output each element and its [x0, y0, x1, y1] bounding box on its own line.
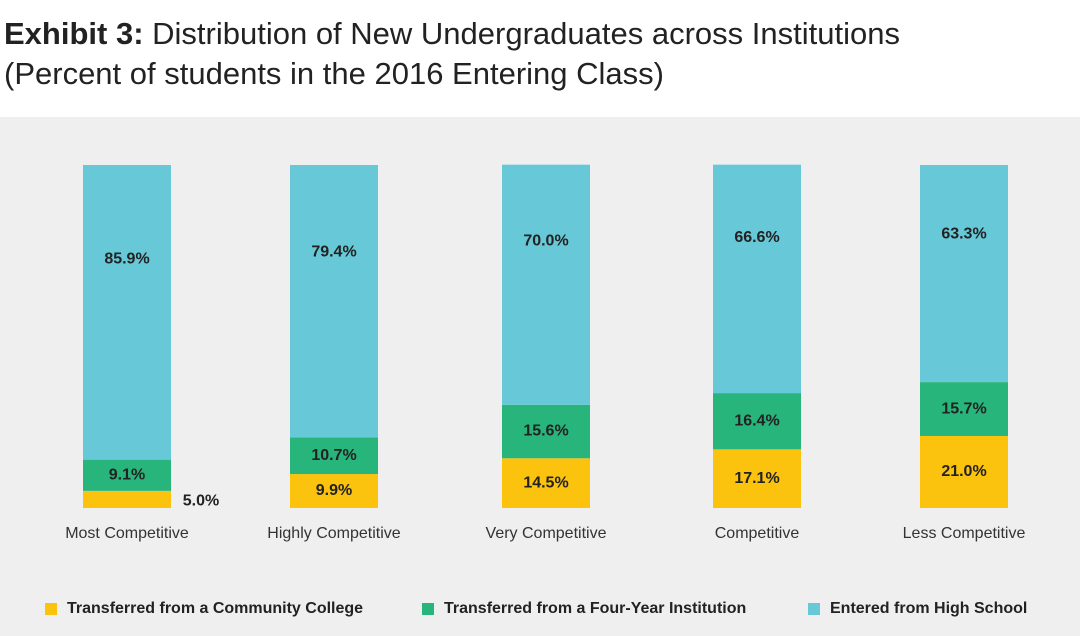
data-label-less-competitive-transferred-from-a-four-year-institution: 15.7%: [941, 400, 986, 417]
data-label-most-competitive-entered-from-high-school: 85.9%: [104, 251, 149, 268]
data-label-most-competitive-transferred-from-a-community-college: 5.0%: [183, 493, 219, 510]
bar-highly-competitive-transferred-from-a-four-year-institution: [290, 437, 378, 475]
data-label-highly-competitive-transferred-from-a-four-year-institution: 10.7%: [311, 447, 356, 464]
chart-title: Exhibit 3: Distribution of New Undergrad…: [4, 14, 1074, 94]
data-label-very-competitive-transferred-from-a-four-year-institution: 15.6%: [523, 423, 568, 440]
legend-label-community-college: Transferred from a Community College: [67, 600, 364, 617]
exhibit-label: Exhibit 3:: [4, 16, 144, 51]
data-label-competitive-entered-from-high-school: 66.6%: [734, 229, 779, 246]
title-line-1: Distribution of New Undergraduates acros…: [152, 16, 900, 51]
bar-highly-competitive-transferred-from-a-community-college: [290, 474, 378, 508]
chart-panel: 5.0% 9.1% 85.9% Most Competitive 9.9% 10.7% 79…: [0, 117, 1080, 636]
data-label-very-competitive-entered-from-high-school: 70.0%: [523, 233, 568, 250]
legend-swatch-high-school: [808, 603, 820, 615]
bar-less-competitive-entered-from-high-school: [920, 165, 1008, 383]
legend-item-high-school: Entered from High School: [808, 594, 1027, 624]
legend-label-high-school: Entered from High School: [830, 600, 1028, 617]
stacked-bar-chart: 5.0% 9.1% 85.9% Most Competitive 9.9% 10.7% 79…: [65, 164, 1026, 542]
category-label-competitive: Competitive: [715, 525, 800, 542]
data-label-less-competitive-entered-from-high-school: 63.3%: [941, 226, 986, 243]
bar-most-competitive-entered-from-high-school: [83, 165, 171, 460]
bar-less-competitive-transferred-from-a-community-college: [920, 435, 1008, 508]
data-label-competitive-transferred-from-a-community-college: 17.1%: [734, 470, 779, 487]
legend-swatch-four-year: [422, 603, 434, 615]
bar-less-competitive-transferred-from-a-four-year-institution: [920, 382, 1008, 436]
bar-most-competitive-transferred-from-a-four-year-institution: [83, 459, 171, 491]
bar-highly-competitive-entered-from-high-school: [290, 165, 378, 438]
bar-competitive-transferred-from-a-community-college: [713, 449, 801, 508]
data-label-highly-competitive-entered-from-high-school: 79.4%: [311, 243, 356, 260]
data-label-highly-competitive-transferred-from-a-community-college: 9.9%: [316, 482, 352, 499]
bar-competitive-transferred-from-a-four-year-institution: [713, 393, 801, 450]
legend-swatch-community-college: [45, 603, 57, 615]
title-line-2: (Percent of students in the 2016 Enterin…: [4, 56, 664, 91]
legend-label-four-year: Transferred from a Four-Year Institution: [444, 600, 747, 617]
data-label-less-competitive-transferred-from-a-community-college: 21.0%: [941, 463, 986, 480]
legend-item-community-college: Transferred from a Community College: [45, 594, 363, 624]
bar-competitive-entered-from-high-school: [713, 164, 801, 394]
bar-very-competitive-transferred-from-a-community-college: [502, 458, 590, 508]
bar-most-competitive-transferred-from-a-community-college: [83, 490, 171, 508]
data-label-competitive-transferred-from-a-four-year-institution: 16.4%: [734, 412, 779, 429]
legend-item-four-year: Transferred from a Four-Year Institution: [422, 594, 746, 624]
category-label-very-competitive: Very Competitive: [486, 525, 607, 542]
category-label-highly-competitive: Highly Competitive: [267, 525, 400, 542]
data-label-very-competitive-transferred-from-a-community-college: 14.5%: [523, 474, 568, 491]
category-label-most-competitive: Most Competitive: [65, 525, 189, 542]
legend: Transferred from a Community College Tra…: [0, 594, 1080, 624]
category-label-less-competitive: Less Competitive: [903, 525, 1026, 542]
data-label-most-competitive-transferred-from-a-four-year-institution: 9.1%: [109, 466, 145, 483]
bar-very-competitive-entered-from-high-school: [502, 164, 590, 405]
bar-very-competitive-transferred-from-a-four-year-institution: [502, 404, 590, 459]
